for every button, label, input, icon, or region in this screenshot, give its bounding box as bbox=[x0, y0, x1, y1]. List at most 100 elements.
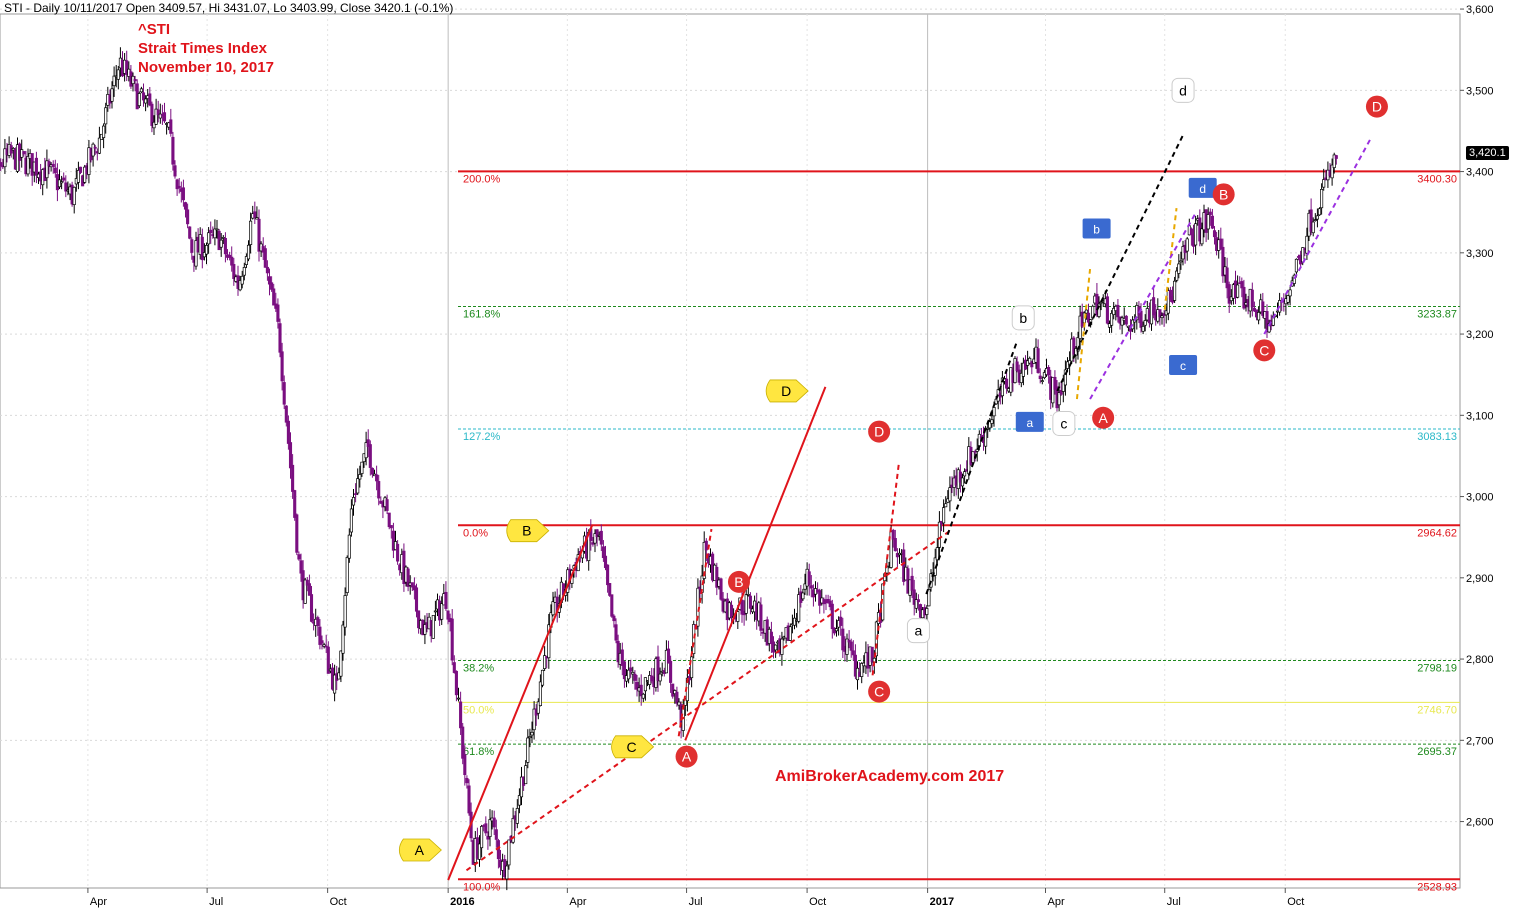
candle-body bbox=[988, 421, 992, 429]
candle-body bbox=[895, 553, 899, 558]
candle-body bbox=[870, 646, 874, 663]
candle-body bbox=[194, 240, 198, 267]
candle-body bbox=[994, 398, 998, 405]
candle-body bbox=[612, 615, 616, 622]
candle-body bbox=[1076, 337, 1080, 352]
candle-body bbox=[1019, 372, 1023, 384]
candle-body bbox=[1040, 380, 1044, 383]
candle-body bbox=[347, 534, 351, 559]
wave-label-marker bbox=[398, 838, 442, 862]
candle-body bbox=[841, 628, 845, 651]
candle-body bbox=[116, 69, 120, 80]
candle-body bbox=[93, 146, 97, 149]
candle-body bbox=[433, 610, 437, 613]
candle-body bbox=[1322, 179, 1326, 188]
candle-body bbox=[1086, 312, 1091, 323]
candle-body bbox=[64, 182, 68, 192]
wave-label-text: c bbox=[1180, 359, 1186, 373]
candle-body bbox=[22, 151, 26, 155]
candle-body bbox=[1124, 315, 1128, 325]
candle-body bbox=[1206, 214, 1210, 230]
y-tick-label: 3,200 bbox=[1466, 329, 1494, 341]
candle-body bbox=[232, 264, 236, 279]
candle-body bbox=[358, 474, 362, 480]
candle-body bbox=[223, 237, 227, 255]
candle-body bbox=[1063, 369, 1067, 386]
y-tick-label: 2,800 bbox=[1466, 654, 1494, 666]
candle-body bbox=[1139, 310, 1143, 328]
candle-body bbox=[1334, 155, 1338, 159]
wave-label-marker bbox=[1169, 354, 1198, 375]
candle-body bbox=[480, 826, 484, 849]
candle-body bbox=[57, 179, 62, 188]
candle-body bbox=[616, 640, 620, 663]
candle-body bbox=[141, 92, 146, 101]
candle-body bbox=[1175, 270, 1179, 281]
wave-label-marker bbox=[1253, 339, 1276, 362]
candle-body bbox=[410, 582, 414, 588]
candle-body bbox=[744, 594, 748, 614]
candle-body bbox=[599, 530, 603, 545]
candle-body bbox=[916, 599, 920, 603]
candle-body bbox=[1286, 295, 1290, 303]
wave-label-marker bbox=[611, 735, 655, 759]
candle-body bbox=[1084, 309, 1088, 314]
candle-body bbox=[1051, 377, 1055, 404]
candle-body bbox=[228, 254, 232, 258]
wave-label-text: a bbox=[1026, 416, 1033, 430]
candle-body bbox=[152, 121, 156, 129]
candle-body bbox=[1120, 317, 1124, 326]
candle-body bbox=[715, 566, 719, 588]
x-tick-label: Apr bbox=[1048, 896, 1065, 908]
trend-line bbox=[1263, 138, 1372, 335]
candle-body bbox=[244, 256, 248, 265]
fib-value-label: 3400.30 bbox=[1417, 173, 1457, 185]
candle-body bbox=[1112, 307, 1116, 315]
candle-body bbox=[209, 229, 213, 234]
candle-body bbox=[354, 493, 358, 496]
x-tick-label: Jul bbox=[209, 896, 223, 908]
candle-body bbox=[780, 638, 784, 655]
candle-body bbox=[366, 439, 370, 447]
wave-label-text: B bbox=[522, 523, 531, 539]
trend-line bbox=[1163, 208, 1178, 310]
candle-body bbox=[288, 442, 293, 469]
candle-body bbox=[986, 427, 990, 430]
candle-body bbox=[257, 218, 261, 252]
candle-body bbox=[282, 382, 286, 405]
fib-pct-label: 161.8% bbox=[463, 309, 501, 321]
wave-label-marker bbox=[1365, 95, 1388, 118]
candle-body bbox=[463, 754, 467, 776]
candle-body bbox=[387, 512, 391, 528]
candle-body bbox=[1005, 378, 1009, 389]
candle-body bbox=[368, 444, 372, 468]
candle-body bbox=[78, 166, 83, 173]
candle-body bbox=[1317, 208, 1322, 216]
candle-body bbox=[173, 165, 177, 177]
candle-body bbox=[1242, 286, 1246, 309]
candle-body bbox=[345, 557, 349, 593]
candle-body bbox=[356, 478, 360, 494]
x-tick-label: Oct bbox=[809, 896, 826, 908]
candle-body bbox=[1143, 320, 1147, 326]
title-name: Strait Times Index bbox=[138, 40, 267, 57]
candle-body bbox=[1158, 309, 1162, 317]
fib-value-label: 3233.87 bbox=[1417, 309, 1457, 321]
candle-body bbox=[0, 162, 3, 167]
wave-label-marker bbox=[765, 379, 809, 403]
trend-line bbox=[447, 524, 594, 881]
fib-pct-label: 61.8% bbox=[463, 746, 494, 758]
candle-body bbox=[692, 624, 696, 655]
candle-body bbox=[524, 765, 528, 785]
candle-body bbox=[975, 448, 979, 452]
candle-body bbox=[267, 276, 272, 285]
candle-body bbox=[3, 148, 7, 168]
candle-body bbox=[1305, 235, 1309, 254]
trend-line bbox=[925, 341, 1018, 595]
fib-pct-label: 127.2% bbox=[463, 431, 501, 443]
candle-body bbox=[272, 288, 276, 306]
candle-body bbox=[213, 228, 217, 239]
candle-body bbox=[1200, 228, 1204, 245]
wave-label-marker bbox=[1092, 406, 1115, 429]
candle-body bbox=[746, 594, 750, 596]
